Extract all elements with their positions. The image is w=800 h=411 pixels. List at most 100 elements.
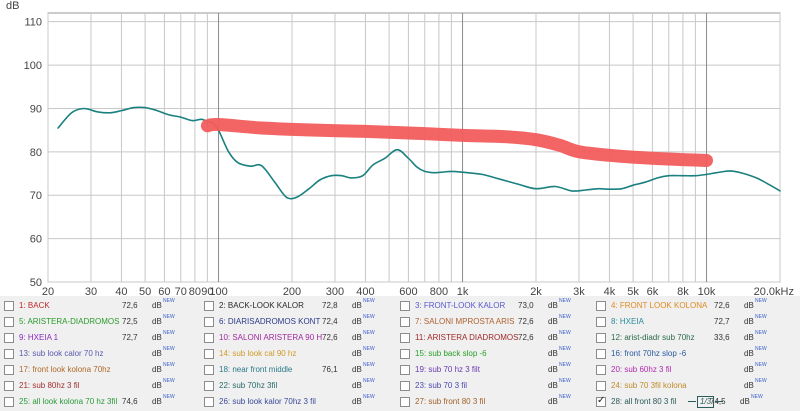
legend-label[interactable]: 16: front 70hz slop -6 [611, 349, 687, 358]
measurement-checkbox[interactable] [596, 349, 606, 359]
x-tick-label: 6k [647, 286, 659, 295]
legend-item[interactable]: 8: HXEIA 72,7 dB NEW [592, 314, 788, 331]
level-value: 72,7 [714, 317, 730, 326]
legend-label[interactable]: 22: sub 70hz 3fil [219, 381, 278, 390]
legend-item[interactable]: 21: sub 80hz 3 fil dB NEW [0, 378, 196, 395]
measurement-checkbox[interactable] [4, 333, 14, 343]
legend-label[interactable]: 23: sub 70 3 fil [415, 381, 468, 390]
legend-label[interactable]: 26: sub look kalor 70hz 3 fil [219, 397, 316, 406]
legend-item[interactable]: 15: sub back slop -6 dB NEW [396, 346, 592, 363]
legend-item[interactable]: 3: FRONT-LOOK KALOR 73,0 dB NEW [396, 298, 592, 315]
legend-label[interactable]: 27: sub front 80 3 fil [415, 397, 486, 406]
legend-item[interactable]: 14: sub look cal 90 hz dB NEW [200, 346, 396, 363]
measurement-checkbox[interactable] [400, 381, 410, 391]
legend-item[interactable]: 24: sub 70 3fil kolona dB NEW [592, 378, 788, 395]
legend-label[interactable]: 15: sub back slop -6 [415, 349, 487, 358]
level-unit: dB [548, 333, 558, 342]
legend-item[interactable]: 22: sub 70hz 3fil dB NEW [200, 378, 396, 395]
measurement-checkbox[interactable] [4, 349, 14, 359]
measurement-checkbox[interactable] [596, 365, 606, 375]
legend-item[interactable]: 11: ARISTERA DIADROMOS 72,6 dB NEW [396, 330, 592, 347]
new-badge: NEW [163, 378, 175, 384]
legend-item[interactable]: 7: SALONI MPROSTA ARIS 72,6 dB NEW [396, 314, 592, 331]
legend-label[interactable]: 2: BACK-LOOK KALOR [219, 301, 304, 310]
legend-item[interactable]: 9: HXEIA 1 72,7 dB NEW [0, 330, 196, 347]
legend-item[interactable]: 25: all look kolona 70 hz 3fil 74,6 dB NEW [0, 394, 196, 411]
legend-label[interactable]: 25: all look kolona 70 hz 3fil [19, 397, 118, 406]
legend-label[interactable]: 14: sub look cal 90 hz [219, 349, 297, 358]
measurement-checkbox[interactable] [204, 333, 214, 343]
measurement-checkbox[interactable] [4, 301, 14, 311]
legend-item[interactable]: 5: ARISTERA-DIADROMOS 72,5 dB NEW [0, 314, 196, 331]
measurement-checkbox[interactable] [400, 317, 410, 327]
legend-item[interactable]: 4: FRONT LOOK KOLONA 72,6 dB NEW [592, 298, 788, 315]
legend-item[interactable]: 17: front look kolona 70hz dB NEW [0, 362, 196, 379]
measurement-checkbox[interactable] [4, 317, 14, 327]
legend-label[interactable]: 24: sub 70 3fil kolona [611, 381, 687, 390]
x-tick-label: 30 [85, 286, 97, 295]
legend-item[interactable]: 23: sub 70 3 fil dB NEW [396, 378, 592, 395]
legend-label[interactable]: 17: front look kolona 70hz [19, 365, 111, 374]
legend-row: 5: ARISTERA-DIADROMOS 72,5 dB NEW 6: DIARISA… [0, 314, 800, 331]
legend-item[interactable]: 18: near front middle 76,1 dB NEW [200, 362, 396, 379]
legend-label[interactable]: 1: BACK [19, 301, 50, 310]
x-tick-label: 50 [139, 286, 151, 295]
level-value: 72,6 [122, 301, 138, 310]
measurement-checkbox[interactable] [204, 381, 214, 391]
legend-item[interactable]: 13: sub look calor 70 hz dB NEW [0, 346, 196, 363]
y-tick-label: 100 [24, 60, 42, 72]
legend-label[interactable]: 3: FRONT-LOOK KALOR [415, 301, 506, 310]
legend-item[interactable]: 6: DIARISADROMOS KONT 72,4 dB NEW [200, 314, 396, 331]
legend-label[interactable]: 11: ARISTERA DIADROMOS [415, 333, 519, 342]
measurement-checkbox[interactable] [400, 301, 410, 311]
measurement-checkbox[interactable] [204, 349, 214, 359]
legend-item[interactable]: 26: sub look kalor 70hz 3 fil dB NEW [200, 394, 396, 411]
measurement-checkbox[interactable] [596, 381, 606, 391]
legend-label[interactable]: 10: SALONI ARISTERA 90 H [219, 333, 323, 342]
level-value: 72,5 [122, 317, 138, 326]
measurement-checkbox[interactable] [400, 333, 410, 343]
measurement-checkbox[interactable] [400, 397, 410, 407]
legend-item[interactable]: 12: arist-diadr sub 70hz 33,6 dB NEW [592, 330, 788, 347]
legend-item[interactable]: 27: sub front 80 3 fil dB NEW [396, 394, 592, 411]
legend-label[interactable]: 28: all front 80 3 fil [611, 397, 677, 406]
measurement-checkbox[interactable] [204, 397, 214, 407]
level-unit: dB [352, 301, 362, 310]
legend-item[interactable]: 2: BACK-LOOK KALOR 72,8 dB NEW [200, 298, 396, 315]
measurement-checkbox[interactable] [4, 397, 14, 407]
measurement-checkbox[interactable] [400, 349, 410, 359]
legend-label[interactable]: 18: near front middle [219, 365, 293, 374]
legend-item[interactable]: 10: SALONI ARISTERA 90 H 72,6 dB NEW [200, 330, 396, 347]
measurement-checkbox[interactable] [4, 365, 14, 375]
legend-item[interactable]: 20: sub 60hz 3 fil dB NEW [592, 362, 788, 379]
legend-label[interactable]: 4: FRONT LOOK KOLONA [611, 301, 708, 310]
legend-label[interactable]: 13: sub look calor 70 hz [19, 349, 104, 358]
level-unit: dB [548, 349, 558, 358]
measurement-checkbox[interactable] [596, 333, 606, 343]
x-tick-label: 5k [627, 286, 639, 295]
measurement-checkbox[interactable] [4, 381, 14, 391]
legend-label[interactable]: 7: SALONI MPROSTA ARIS [415, 317, 515, 326]
legend-label[interactable]: 20: sub 60hz 3 fil [611, 365, 672, 374]
measurement-checkbox[interactable] [596, 395, 606, 407]
legend-label[interactable]: 5: ARISTERA-DIADROMOS [19, 317, 120, 326]
legend-item[interactable]: 1: BACK 72,6 dB NEW [0, 298, 196, 315]
measurement-checkbox[interactable] [204, 301, 214, 311]
measurement-checkbox[interactable] [204, 317, 214, 327]
legend-item[interactable]: 16: front 70hz slop -6 dB NEW [592, 346, 788, 363]
measurement-checkbox[interactable] [204, 365, 214, 375]
measurement-checkbox[interactable] [596, 301, 606, 311]
smoothing-indicator[interactable]: 1/3 [688, 396, 724, 408]
legend-item[interactable]: 19: sub 70 hz 3 filt dB NEW [396, 362, 592, 379]
measurement-checkbox[interactable] [596, 317, 606, 327]
legend-label[interactable]: 8: HXEIA [611, 317, 644, 326]
legend-label[interactable]: 21: sub 80hz 3 fil [19, 381, 80, 390]
target-curve-line [200, 117, 713, 167]
level-unit: dB [352, 333, 362, 342]
measurement-checkbox[interactable] [400, 365, 410, 375]
legend-label[interactable]: 9: HXEIA 1 [19, 333, 59, 342]
legend-label[interactable]: 19: sub 70 hz 3 filt [415, 365, 480, 374]
legend-label[interactable]: 6: DIARISADROMOS KONT [219, 317, 321, 326]
legend-label[interactable]: 12: arist-diadr sub 70hz [611, 333, 695, 342]
